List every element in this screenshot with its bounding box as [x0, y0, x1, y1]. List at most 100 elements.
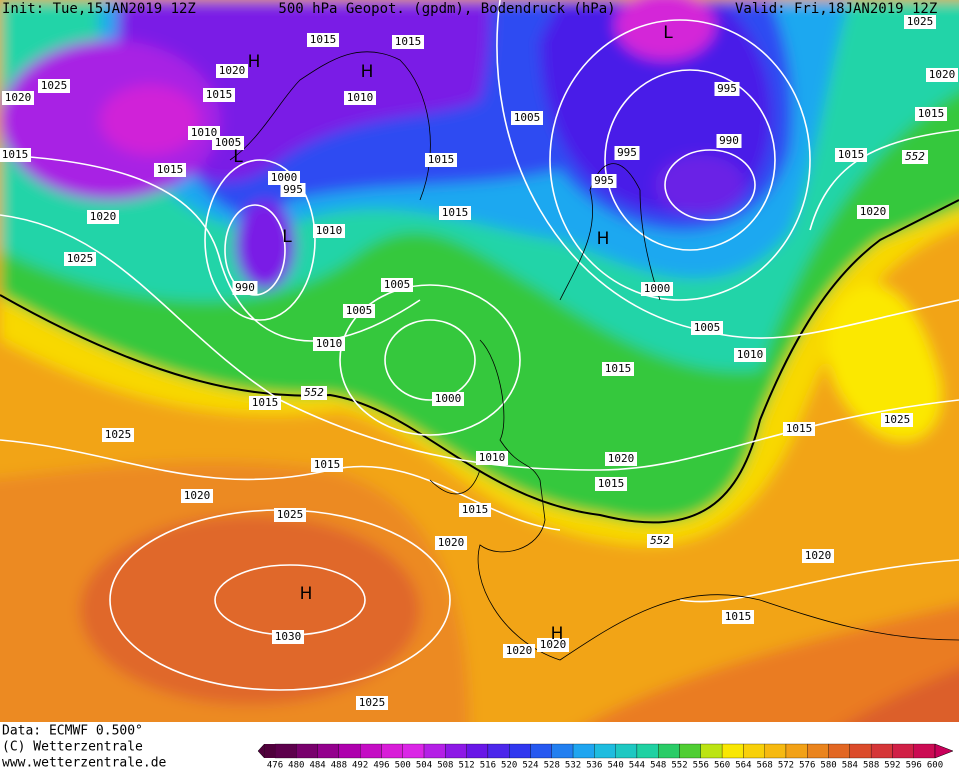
colorbar-label: 520 — [501, 761, 517, 770]
contour-label: 552 — [304, 386, 324, 399]
colorbar-cell — [530, 743, 552, 759]
pressure-center: H — [248, 52, 261, 72]
isobar-label-bg — [280, 183, 306, 197]
colorbar-cell — [743, 743, 765, 759]
isobar-label-bg — [459, 503, 491, 517]
pressure-center: L — [663, 23, 673, 43]
colorbar-label: 552 — [671, 761, 687, 770]
colorbar-label: 596 — [906, 761, 922, 770]
isobar-label-bg — [216, 64, 248, 78]
isobar-label: 1015 — [428, 153, 455, 166]
colorbar-cell — [487, 743, 510, 759]
isobar-label: 1000 — [271, 171, 298, 184]
isobar-label: 1015 — [314, 458, 341, 471]
isobar-label-bg — [734, 348, 766, 362]
isobar-label: 995 — [283, 183, 303, 196]
isobars — [0, 0, 959, 690]
colorbar-cell — [764, 743, 787, 759]
colorbar-label: 580 — [820, 761, 836, 770]
isobar-label-bg — [392, 35, 424, 49]
isobar-label: 1005 — [346, 304, 373, 317]
isobar-label: 1015 — [462, 503, 489, 516]
isobar-label: 995 — [617, 146, 637, 159]
contour-552 — [0, 199, 959, 524]
colorbar-arrow-right — [934, 743, 954, 759]
isobar-label: 1005 — [694, 321, 721, 334]
isobar-label: 1020 — [860, 205, 887, 218]
colorbar-label: 576 — [799, 761, 815, 770]
colorbar-cell — [572, 743, 595, 759]
colorbar-cell — [466, 743, 489, 759]
isobar-label-bg — [212, 136, 244, 150]
colorbar-cell — [594, 743, 616, 759]
isobar-label-bg — [181, 489, 213, 503]
isobar-label: 995 — [594, 174, 614, 187]
colorbar-label: 536 — [586, 761, 602, 770]
isobar-label: 995 — [717, 82, 737, 95]
colorbar-cell — [264, 744, 275, 758]
contour-label-bg — [647, 534, 673, 548]
isobar-label-bg — [722, 610, 754, 624]
isobar-label: 1020 — [184, 489, 211, 502]
colorbar-label: 500 — [395, 761, 411, 770]
isobar-label-bg — [714, 82, 740, 96]
isobar-label: 1015 — [157, 163, 184, 176]
colorbar-label: 600 — [927, 761, 943, 770]
colorbar-cell — [360, 743, 382, 759]
isobar-label: 1015 — [442, 206, 469, 219]
isobar-label: 1010 — [347, 91, 374, 104]
data-source: Data: ECMWF 0.500° — [2, 724, 143, 739]
isobar-label: 1010 — [737, 348, 764, 361]
isobar-label-bg — [915, 107, 947, 121]
colorbar-cell — [849, 743, 872, 759]
isobar-label-bg — [881, 413, 913, 427]
colorbar-label: 532 — [565, 761, 581, 770]
colorbar-cell — [445, 743, 467, 759]
colorbar-label: 496 — [373, 761, 389, 770]
isobar-label-bg — [64, 252, 96, 266]
isobar-label: 1025 — [277, 508, 304, 521]
colorbar-cell — [274, 743, 297, 759]
isobar-label-bg — [381, 278, 413, 292]
colorbar-cell — [913, 743, 936, 759]
pressure-center: H — [551, 624, 564, 644]
isobar-label-bg — [432, 392, 464, 406]
colorbar-label: 588 — [863, 761, 879, 770]
isobar-label-bg — [435, 536, 467, 550]
isobar-label-bg — [249, 396, 281, 410]
isobar-label-bg — [511, 111, 543, 125]
valid-time: Valid: Fri,18JAN2019 12Z — [735, 1, 937, 17]
isobar-label: 1005 — [514, 111, 541, 124]
isobar-label: 1015 — [310, 33, 337, 46]
isobar-label-bg — [904, 15, 936, 29]
isobar-label: 1015 — [252, 396, 279, 409]
isobar-label: 1015 — [598, 477, 625, 490]
isobar-label-bg — [602, 362, 634, 376]
colorbar-cell — [658, 743, 680, 759]
colorbar-cell — [551, 743, 574, 759]
isobar-label: 1020 — [540, 638, 567, 651]
isobar-label: 1020 — [506, 644, 533, 657]
isobar-label-bg — [926, 68, 958, 82]
isobar-label-bg — [503, 644, 535, 658]
colorbar-label: 564 — [735, 761, 751, 770]
isobar-label-bg — [272, 630, 304, 644]
isobar-label-bg — [356, 696, 388, 710]
isobar-label-bg — [716, 134, 742, 148]
colorbar-cell — [721, 743, 744, 759]
isobar-label-bg — [439, 206, 471, 220]
isobar-label-bg — [274, 508, 306, 522]
pressure-center: H — [361, 62, 374, 82]
contour-label: 552 — [905, 150, 925, 163]
colorbar-label: 556 — [693, 761, 709, 770]
colorbar-label: 528 — [544, 761, 560, 770]
isobar-label: 1020 — [929, 68, 956, 81]
isobar-label: 1005 — [215, 136, 242, 149]
isobar-label: 1015 — [2, 148, 29, 161]
colorbar-cell — [807, 743, 829, 759]
colorbar-label: 476 — [267, 761, 283, 770]
colorbar-label: 512 — [458, 761, 474, 770]
contour-label-bg — [902, 150, 928, 164]
isobar-label-bg — [87, 210, 119, 224]
